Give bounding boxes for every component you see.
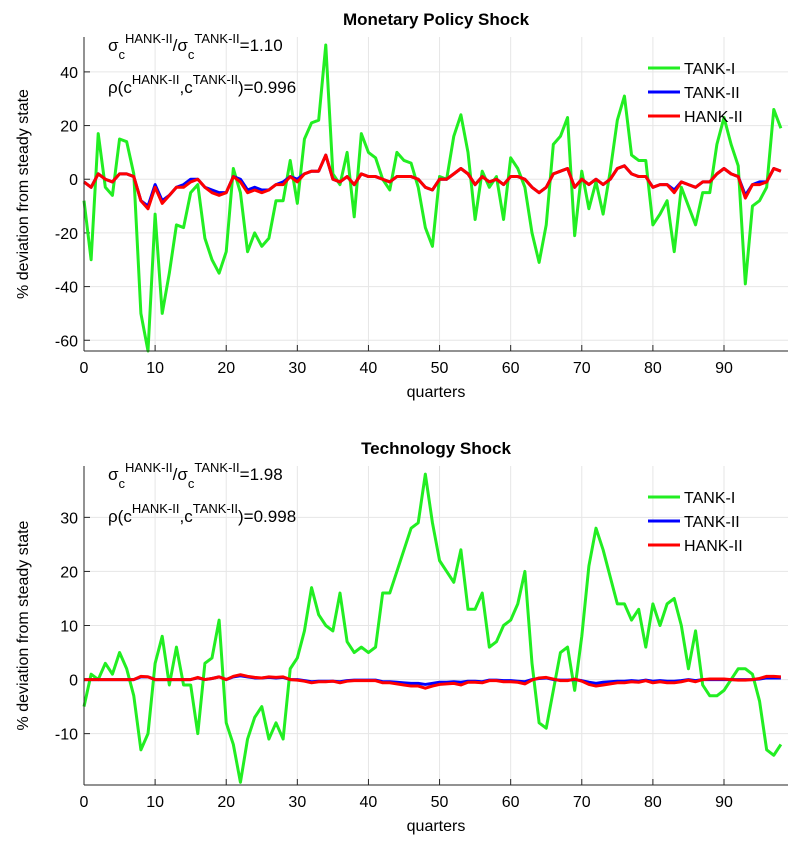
x-tick-label: 40 bbox=[360, 794, 378, 811]
x-tick-label: 50 bbox=[431, 794, 449, 811]
annotation-part: HANK-II bbox=[125, 460, 173, 475]
y-tick-label: -40 bbox=[55, 280, 78, 297]
y-tick-label: 20 bbox=[60, 119, 78, 136]
annotation-part: ρ(c bbox=[108, 78, 132, 97]
x-tick-label: 10 bbox=[146, 794, 164, 811]
series-line bbox=[82, 472, 783, 784]
annotation-part: =1.98 bbox=[240, 465, 283, 484]
annotation-part: /σ bbox=[173, 465, 189, 484]
plot-area bbox=[84, 37, 788, 351]
y-tick-label: 30 bbox=[60, 510, 78, 527]
annotation-part: σ bbox=[108, 465, 119, 484]
y-axis-label: % deviation from steady state bbox=[15, 89, 32, 299]
annotation-part: ρ(c bbox=[108, 507, 132, 526]
x-tick-label: 0 bbox=[80, 360, 89, 377]
x-tick-label: 0 bbox=[80, 794, 89, 811]
y-tick-label: 10 bbox=[60, 619, 78, 636]
x-tick-label: 70 bbox=[573, 794, 591, 811]
y-tick-label: -10 bbox=[55, 727, 78, 744]
annotation-part: TANK-II bbox=[194, 31, 239, 46]
x-tick-label: 30 bbox=[288, 360, 306, 377]
ratio-annotation: σcHANK-II/σcTANK-II=1.10 bbox=[108, 31, 283, 62]
x-tick-label: 20 bbox=[217, 794, 235, 811]
legend-label: HANK-II bbox=[684, 538, 743, 555]
corr-annotation: ρ(cHANK-II,cTANK-II)=0.996 bbox=[108, 72, 296, 97]
annotation-part: σ bbox=[108, 36, 119, 55]
legend-label: TANK-I bbox=[684, 490, 735, 507]
annotation-part: c bbox=[119, 47, 126, 62]
annotation-part: HANK-II bbox=[132, 501, 180, 516]
x-tick-label: 60 bbox=[502, 360, 520, 377]
annotation-part: TANK-II bbox=[193, 501, 238, 516]
annotation-part: )=0.996 bbox=[238, 78, 296, 97]
annotation-part: c bbox=[119, 476, 126, 491]
series-line bbox=[82, 43, 783, 353]
x-tick-label: 50 bbox=[431, 360, 449, 377]
corr-annotation: ρ(cHANK-II,cTANK-II)=0.998 bbox=[108, 501, 296, 526]
x-tick-label: 60 bbox=[502, 794, 520, 811]
legend-label: TANK-II bbox=[684, 85, 740, 102]
annotation-part: /σ bbox=[173, 36, 189, 55]
x-tick-label: 80 bbox=[644, 360, 662, 377]
legend-label: HANK-II bbox=[684, 109, 743, 126]
chart-title: Monetary Policy Shock bbox=[343, 10, 530, 29]
x-axis-label: quarters bbox=[407, 384, 466, 401]
annotation-part: HANK-II bbox=[125, 31, 173, 46]
x-tick-label: 80 bbox=[644, 794, 662, 811]
x-tick-label: 70 bbox=[573, 360, 591, 377]
x-tick-label: 90 bbox=[715, 360, 733, 377]
ratio-annotation: σcHANK-II/σcTANK-II=1.98 bbox=[108, 460, 283, 491]
y-axis-label: % deviation from steady state bbox=[15, 520, 32, 730]
y-tick-label: 0 bbox=[69, 673, 78, 690]
y-tick-label: -20 bbox=[55, 226, 78, 243]
annotation-part: ,c bbox=[180, 507, 194, 526]
annotation-part: c bbox=[188, 47, 195, 62]
annotation-part: HANK-II bbox=[132, 72, 180, 87]
series-line bbox=[84, 673, 782, 690]
y-tick-label: 40 bbox=[60, 65, 78, 82]
y-tick-label: 0 bbox=[69, 172, 78, 189]
annotation-part: TANK-II bbox=[194, 460, 239, 475]
annotation-part: TANK-II bbox=[193, 72, 238, 87]
x-tick-label: 30 bbox=[288, 794, 306, 811]
x-axis-label: quarters bbox=[407, 818, 466, 835]
x-tick-label: 10 bbox=[146, 360, 164, 377]
x-tick-label: 90 bbox=[715, 794, 733, 811]
annotation-part: )=0.998 bbox=[238, 507, 296, 526]
legend-label: TANK-I bbox=[684, 61, 735, 78]
x-tick-label: 20 bbox=[217, 360, 235, 377]
series-line bbox=[83, 153, 782, 211]
chart-title: Technology Shock bbox=[361, 439, 511, 458]
legend-label: TANK-II bbox=[684, 514, 740, 531]
annotation-part: c bbox=[188, 476, 195, 491]
annotation-part: =1.10 bbox=[240, 36, 283, 55]
y-tick-label: 20 bbox=[60, 564, 78, 581]
annotation-part: ,c bbox=[180, 78, 194, 97]
x-tick-label: 40 bbox=[360, 360, 378, 377]
y-tick-label: -60 bbox=[55, 333, 78, 350]
